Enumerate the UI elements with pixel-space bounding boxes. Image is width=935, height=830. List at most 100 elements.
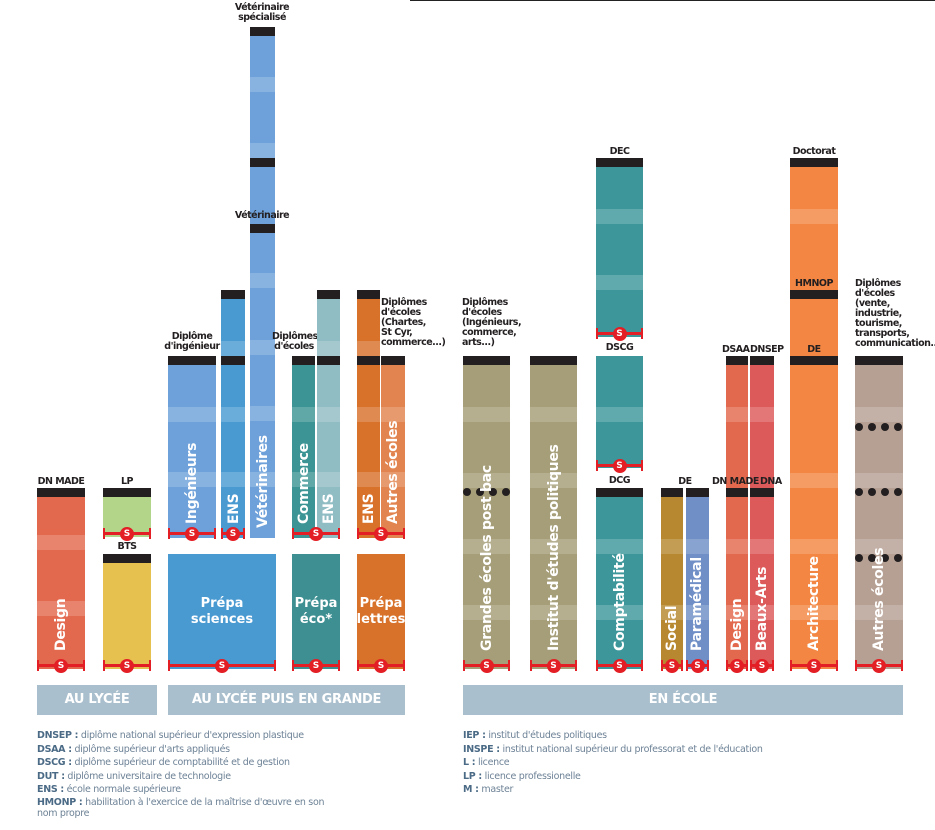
dot-icon (881, 554, 889, 562)
label-dec: DEC (609, 146, 630, 157)
cap-ingenieurs (168, 356, 216, 365)
semester-s-icon: S (755, 659, 769, 673)
label-hmnop: HMNOP (795, 278, 833, 289)
dot-icon (868, 488, 876, 496)
year-band (750, 539, 774, 554)
semester-s-icon: S (374, 659, 388, 673)
dot-icon (855, 488, 863, 496)
semester-s-icon: S (54, 659, 68, 673)
year-band (530, 473, 577, 488)
year-band (292, 472, 315, 487)
bar-prepa-eco (292, 554, 340, 669)
bar-label-paramedical: Paramédical (689, 557, 705, 651)
year-band (292, 407, 315, 422)
year-band (221, 472, 245, 487)
bar-social (661, 497, 683, 669)
label-diplome-ingenieur: Diplôme d'ingénieur (164, 331, 220, 352)
glossary-item: DUT : diplôme universitaire de technolog… (37, 770, 231, 782)
year-band (463, 407, 510, 422)
semester-marker: S (292, 527, 340, 541)
label-doctorat: Doctorat (792, 146, 836, 157)
label-dna: DNA (760, 476, 782, 487)
label-dn-made: DN MADE (37, 476, 85, 487)
cap-doctorat (790, 158, 838, 167)
semester-marker: S (463, 659, 510, 673)
year-band (221, 407, 245, 422)
cap-de-archi (790, 356, 838, 365)
bar-label-ingenieurs: Ingénieurs (184, 442, 200, 524)
label-veterinaire: Vétérinaire (234, 210, 290, 221)
label-diplomes-ecoles-ing: Diplômes d'écoles (Ingénieurs, commerce, art… (462, 297, 522, 348)
label-dsaa: DSAA (722, 344, 750, 355)
year-band (855, 407, 903, 422)
bar-iep (530, 365, 577, 669)
label-de-archi: DE (807, 344, 821, 355)
year-band (790, 539, 838, 554)
year-band (317, 407, 340, 422)
bar-label-ens-orange: ENS (361, 493, 377, 524)
semester-marker: S (686, 659, 709, 673)
bar-label-design: Design (53, 598, 69, 651)
year-band (250, 143, 275, 158)
bar-label-ens: ENS (226, 493, 242, 524)
cap-dnsep (750, 356, 774, 365)
cap-grandes-ecoles (463, 356, 510, 365)
year-band (855, 605, 903, 620)
dot-icon (881, 488, 889, 496)
glossary-item: DSCG : diplôme supérieur de comptabilité… (37, 757, 290, 768)
label-bts: BTS (117, 541, 137, 552)
glossary-item: INSPE : institut national supérieur du p… (463, 743, 763, 755)
bar-commerce (292, 365, 315, 538)
year-band (357, 341, 380, 356)
year-band (661, 605, 683, 620)
cap-lp (103, 488, 151, 497)
year-band (596, 407, 643, 422)
bar-veterinaires (250, 36, 275, 538)
bar-label-prepa-lettres: Prépa lettres (356, 596, 406, 627)
semester-marker: S (357, 527, 405, 541)
semester-s-icon: S (546, 659, 561, 673)
year-band (750, 407, 774, 422)
dot-icon (868, 554, 876, 562)
label-diplomes-ecoles-chartes: Diplômes d'écoles (Chartes, St Cyr, commerce… (381, 297, 446, 348)
cap-ens-teal-top (317, 290, 340, 299)
semester-s-icon: S (309, 659, 323, 673)
cap-vet-specialise (250, 27, 275, 36)
semester-s-icon: S (612, 459, 627, 473)
semester-s-icon: S (807, 659, 821, 673)
bar-label-prepa-eco: Prépa éco* (294, 596, 338, 627)
cap-commerce (292, 356, 315, 365)
semester-s-icon: S (872, 659, 886, 673)
ellipsis-dots (855, 554, 902, 562)
cap-ens-orange-top (357, 290, 380, 299)
year-band (317, 472, 340, 487)
bar-label-ens-teal: ENS (321, 493, 337, 524)
year-band (530, 539, 577, 554)
dot-icon (894, 554, 902, 562)
semester-s-icon: S (185, 527, 199, 541)
semester-marker: S (221, 527, 245, 541)
glossary-item: IEP : institut d'études politiques (463, 730, 607, 741)
label-diplomes-ecoles-commerce: Diplômes d'écoles (272, 331, 318, 352)
semester-marker: S (103, 659, 151, 673)
semester-s-icon: S (120, 659, 134, 673)
dot-icon (476, 488, 484, 496)
dot-icon (894, 423, 902, 431)
glossary-item: M : master (463, 784, 514, 795)
dot-icon (894, 488, 902, 496)
bar-label-architecture: Architecture (806, 556, 822, 651)
section-en-ecole: EN ÉCOLE (463, 685, 903, 715)
year-band (250, 77, 275, 92)
cap-autres-ecoles (381, 356, 405, 365)
bar-architecture (790, 167, 838, 669)
bar-label-beaux-arts: Beaux-Arts (754, 566, 770, 651)
label-lp: LP (120, 476, 134, 487)
glossary-right: IEP : institut d'études politiques INSPE… (463, 729, 793, 797)
year-band (168, 472, 216, 487)
bar-design-ecole (726, 365, 748, 669)
bar-label-iep: Institut d'études politiques (546, 444, 562, 651)
dot-icon (502, 488, 510, 496)
bar-label-grandes-ecoles: Grandes écoles post bac (479, 465, 495, 651)
year-band (596, 539, 643, 554)
cap-veterinaire (250, 224, 275, 233)
